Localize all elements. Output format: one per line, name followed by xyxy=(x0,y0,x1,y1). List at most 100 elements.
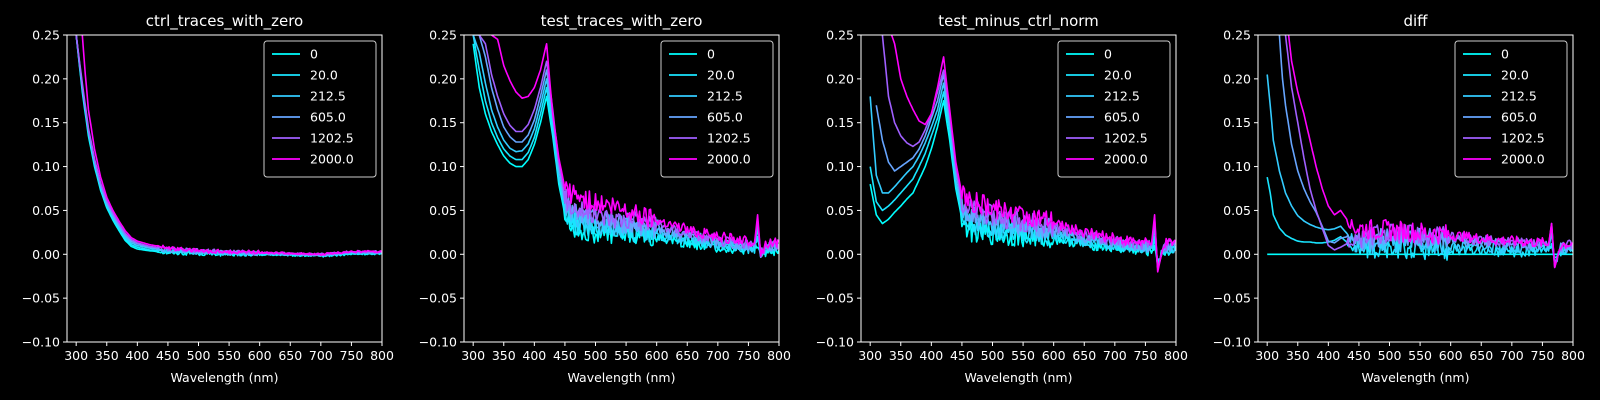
x-tick-label: 400 xyxy=(522,348,546,363)
y-tick-label: 0.00 xyxy=(1223,247,1251,262)
x-tick-label: 400 xyxy=(1316,348,1340,363)
legend-label: 212.5 xyxy=(707,89,743,104)
x-tick-label: 500 xyxy=(584,348,608,363)
plot-area xyxy=(869,35,1176,273)
subplot-title: test_traces_with_zero xyxy=(541,12,703,31)
y-tick-label: −0.10 xyxy=(1213,335,1251,350)
y-tick-label: −0.05 xyxy=(1213,291,1251,306)
x-tick-label: 650 xyxy=(1072,348,1096,363)
y-tick-label: 0.00 xyxy=(826,247,854,262)
legend-label: 212.5 xyxy=(1501,89,1537,104)
legend-label: 1202.5 xyxy=(707,131,751,146)
x-tick-label: 500 xyxy=(187,348,211,363)
y-tick-label: 0.25 xyxy=(429,28,457,43)
x-tick-label: 500 xyxy=(981,348,1005,363)
x-tick-label: 650 xyxy=(675,348,699,363)
y-tick-label: 0.25 xyxy=(1223,28,1251,43)
legend-label: 20.0 xyxy=(1104,68,1132,83)
x-tick-label: 700 xyxy=(706,348,730,363)
x-axis-label: Wavelength (nm) xyxy=(1362,370,1470,385)
x-tick-label: 700 xyxy=(1500,348,1524,363)
x-tick-label: 750 xyxy=(339,348,363,363)
y-tick-label: 0.05 xyxy=(1223,203,1251,218)
x-tick-label: 550 xyxy=(1011,348,1035,363)
series-line-2000.0 xyxy=(1287,35,1573,269)
legend-label: 1202.5 xyxy=(1104,131,1148,146)
subplot-test-minus-ctrl: test_minus_ctrl_norm Wavelength (nm) 300… xyxy=(816,12,1188,385)
y-tick-label: 0.10 xyxy=(826,159,854,174)
axes-frame xyxy=(860,34,1177,343)
y-tick-label: 0.20 xyxy=(826,71,854,86)
legend-label: 212.5 xyxy=(1104,89,1140,104)
x-tick-label: 600 xyxy=(248,348,272,363)
y-tick-label: −0.05 xyxy=(816,291,854,306)
y-tick-label: 0.10 xyxy=(429,159,457,174)
x-tick-label: 600 xyxy=(645,348,669,363)
series-line-2000.0 xyxy=(81,35,382,256)
legend: 0 20.0 212.5 605.0 1202.5 2000.0 xyxy=(1454,40,1568,178)
legend-label: 605.0 xyxy=(707,110,743,125)
y-tick-label: 0.00 xyxy=(429,247,457,262)
y-tick-label: 0.05 xyxy=(429,203,457,218)
subplot-diff: diff Wavelength (nm) 300 350 400 450 500 550 6… xyxy=(1213,12,1585,385)
x-tick-label: 800 xyxy=(767,348,791,363)
legend-label: 605.0 xyxy=(310,110,346,125)
x-tick-label: 650 xyxy=(278,348,302,363)
axes-frame xyxy=(1257,34,1574,343)
y-tick-label: −0.10 xyxy=(419,335,457,350)
y-tick-label: 0.20 xyxy=(32,71,60,86)
x-tick-label: 450 xyxy=(1347,348,1371,363)
plot-area xyxy=(472,35,779,259)
legend: 0 20.0 212.5 605.0 1202.5 2000.0 xyxy=(263,40,377,178)
x-tick-label: 500 xyxy=(1378,348,1402,363)
subplot-title: ctrl_traces_with_zero xyxy=(146,12,303,31)
y-tick-label: 0.10 xyxy=(32,159,60,174)
y-tick-label: 0.15 xyxy=(429,115,457,130)
axes-frame xyxy=(66,34,383,343)
x-tick-label: 450 xyxy=(553,348,577,363)
x-tick-label: 600 xyxy=(1042,348,1066,363)
x-axis-label: Wavelength (nm) xyxy=(568,370,676,385)
y-tick-label: 0.20 xyxy=(1223,71,1251,86)
series-line-2000.0 xyxy=(491,35,779,258)
plot-area xyxy=(75,35,382,258)
x-tick-label: 750 xyxy=(1530,348,1554,363)
y-tick-label: 0.15 xyxy=(1223,115,1251,130)
y-tick-label: 0.10 xyxy=(1223,159,1251,174)
x-tick-label: 300 xyxy=(64,348,88,363)
x-tick-label: 700 xyxy=(1103,348,1127,363)
legend-label: 605.0 xyxy=(1501,110,1537,125)
y-tick-label: −0.05 xyxy=(419,291,457,306)
legend-label: 0 xyxy=(707,47,715,62)
legend-label: 212.5 xyxy=(310,89,346,104)
legend-label: 20.0 xyxy=(310,68,338,83)
x-tick-label: 300 xyxy=(858,348,882,363)
legend: 0 20.0 212.5 605.0 1202.5 2000.0 xyxy=(660,40,774,178)
subplot-title: test_minus_ctrl_norm xyxy=(938,12,1099,31)
x-tick-label: 800 xyxy=(1164,348,1188,363)
x-tick-label: 550 xyxy=(217,348,241,363)
x-tick-label: 800 xyxy=(370,348,394,363)
x-tick-label: 350 xyxy=(889,348,913,363)
x-tick-label: 450 xyxy=(156,348,180,363)
x-tick-label: 800 xyxy=(1561,348,1585,363)
legend-label: 2000.0 xyxy=(310,152,354,167)
x-axis-label: Wavelength (nm) xyxy=(965,370,1073,385)
x-tick-label: 550 xyxy=(1408,348,1432,363)
legend-label: 20.0 xyxy=(1501,68,1529,83)
subplot-test: test_traces_with_zero Wavelength (nm) 30… xyxy=(419,12,791,385)
legend-label: 20.0 xyxy=(707,68,735,83)
series-line-2000.0 xyxy=(890,35,1176,273)
y-tick-label: 0.15 xyxy=(32,115,60,130)
axes-frame xyxy=(463,34,780,343)
y-tick-label: −0.05 xyxy=(22,291,60,306)
x-tick-label: 400 xyxy=(125,348,149,363)
x-tick-label: 300 xyxy=(461,348,485,363)
y-tick-label: −0.10 xyxy=(22,335,60,350)
y-tick-label: 0.25 xyxy=(826,28,854,43)
legend-label: 1202.5 xyxy=(310,131,354,146)
x-tick-label: 450 xyxy=(950,348,974,363)
x-tick-label: 300 xyxy=(1255,348,1279,363)
legend: 0 20.0 212.5 605.0 1202.5 2000.0 xyxy=(1057,40,1171,178)
